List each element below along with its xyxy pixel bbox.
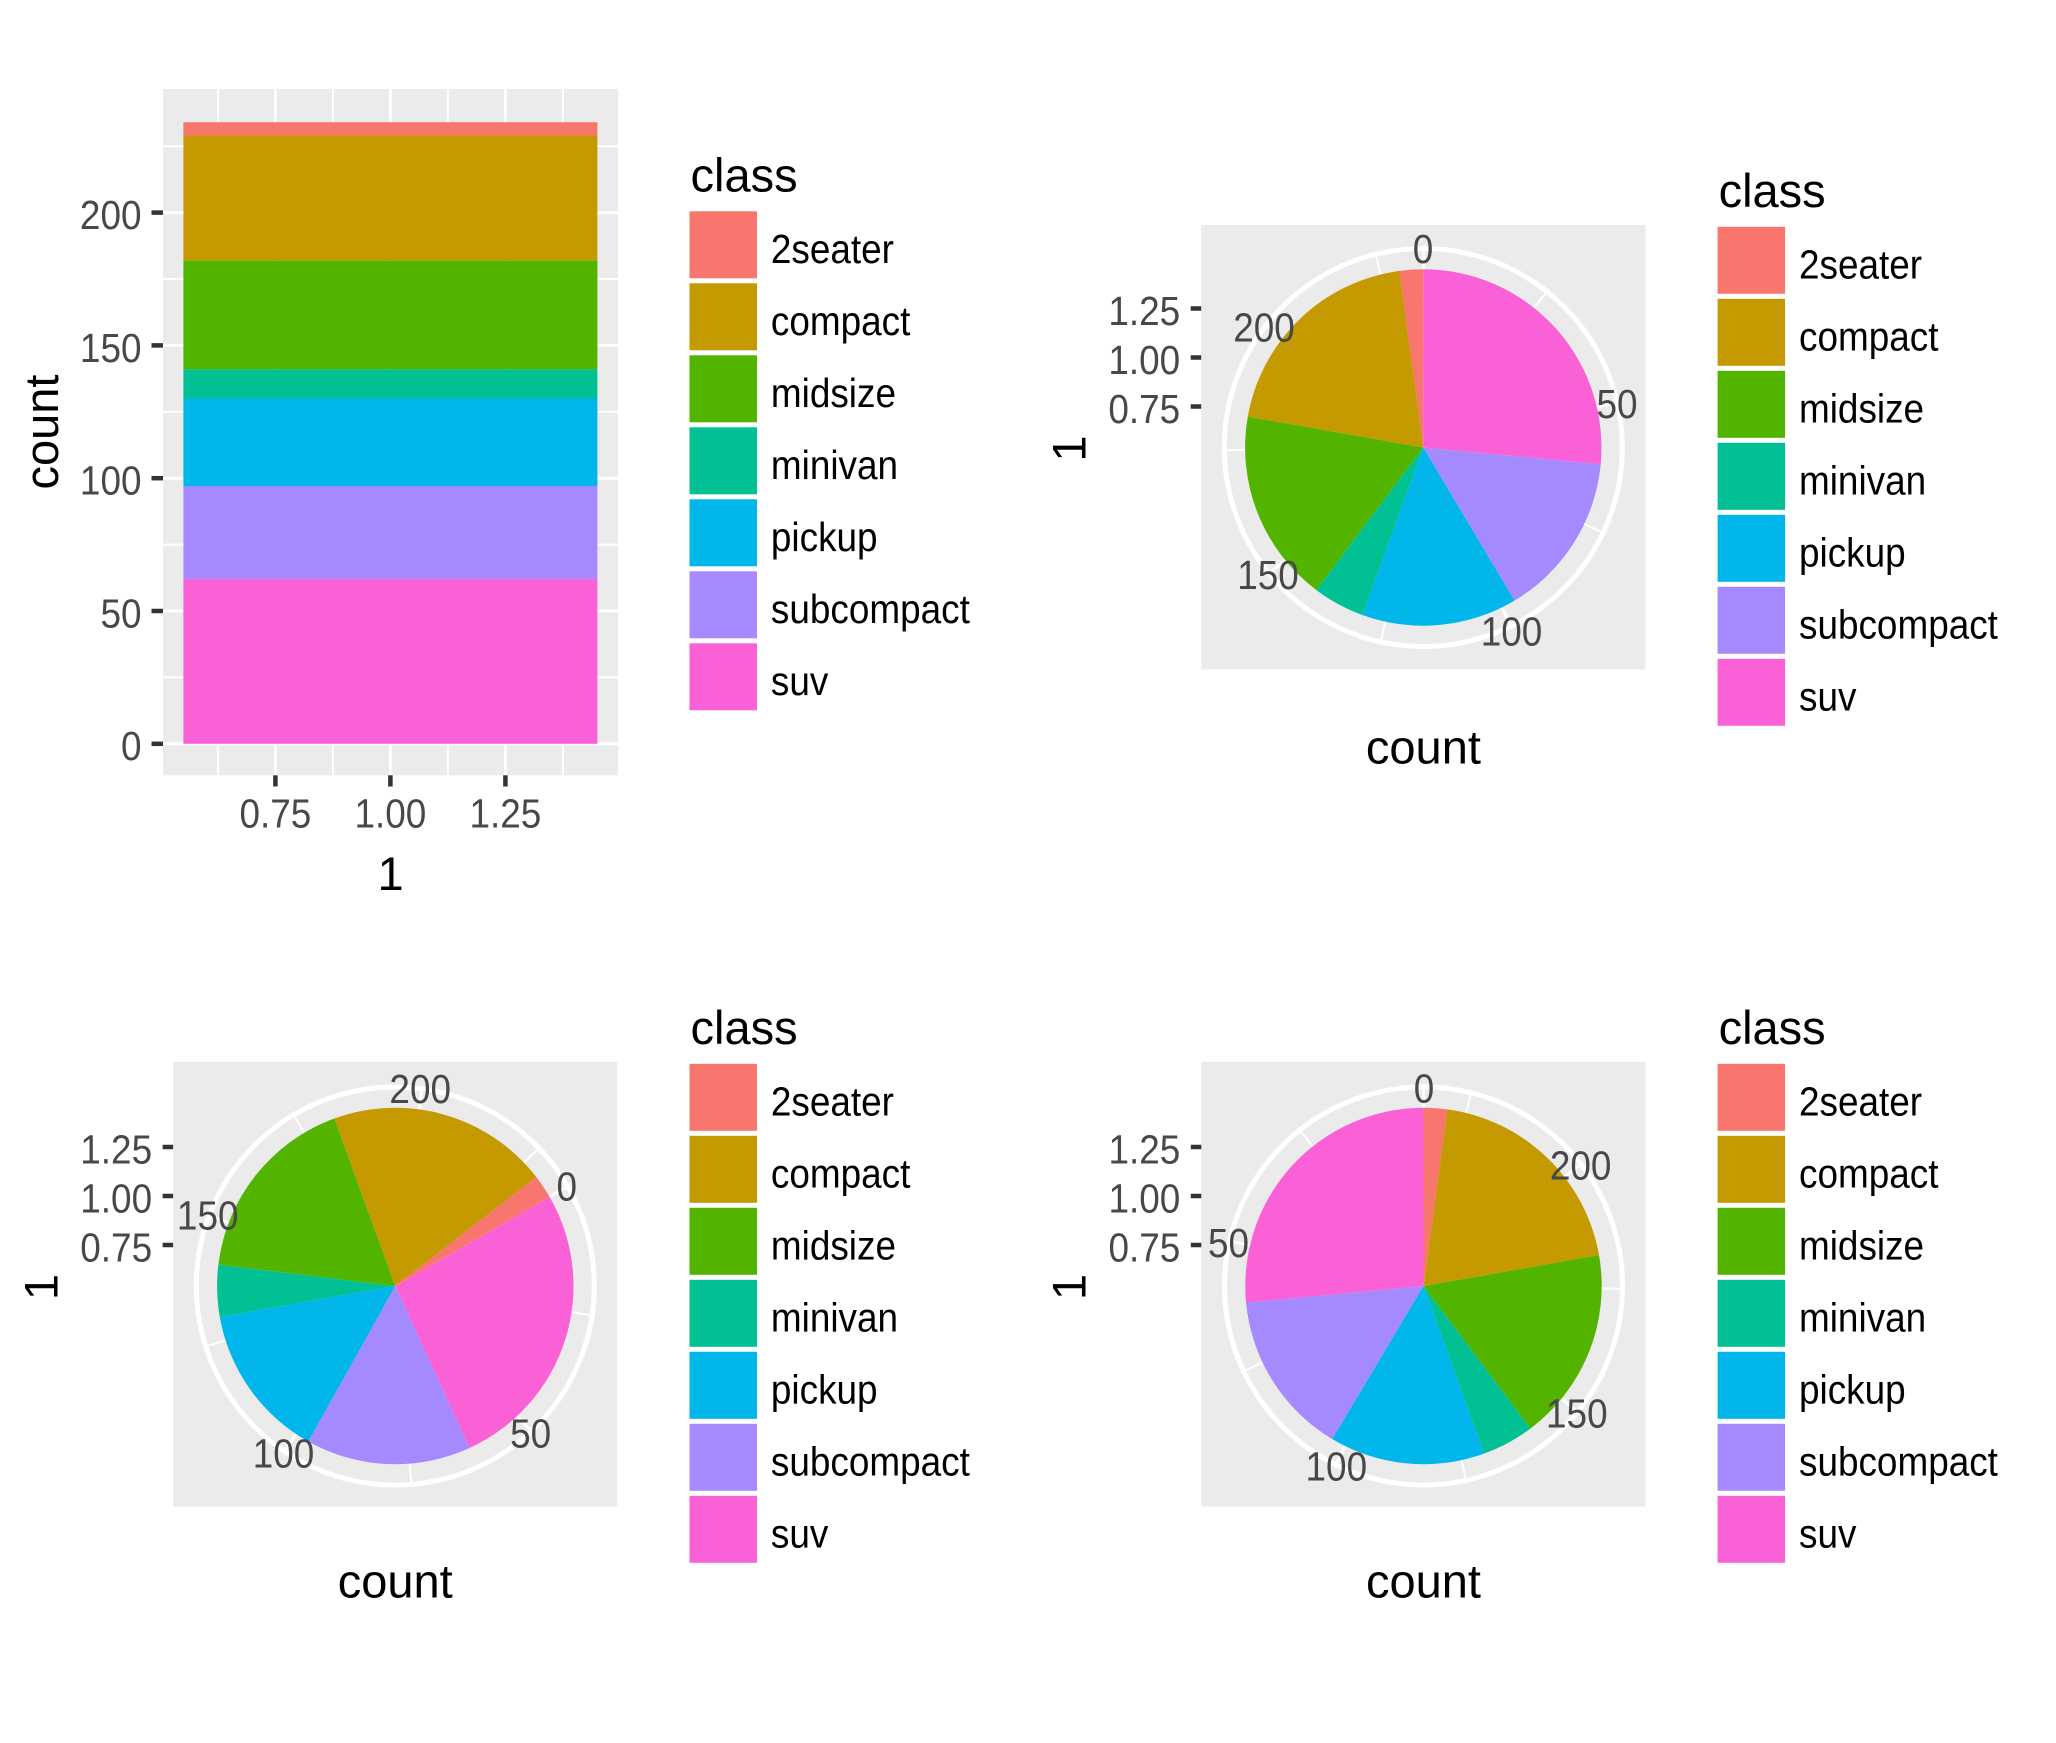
svg-text:150: 150	[1237, 553, 1299, 598]
svg-text:0.75: 0.75	[239, 792, 311, 837]
svg-text:midsize: midsize	[771, 1224, 896, 1269]
svg-text:minivan: minivan	[1799, 1296, 1926, 1341]
svg-text:compact: compact	[771, 1152, 911, 1197]
svg-text:1.25: 1.25	[1108, 289, 1180, 334]
svg-text:subcompact: subcompact	[771, 587, 970, 632]
svg-text:minivan: minivan	[771, 443, 898, 488]
svg-text:50: 50	[510, 1412, 551, 1457]
svg-text:minivan: minivan	[771, 1296, 898, 1341]
svg-text:150: 150	[1546, 1392, 1608, 1437]
svg-text:count: count	[15, 375, 68, 490]
svg-text:0: 0	[121, 724, 142, 769]
svg-text:compact: compact	[1799, 315, 1939, 360]
svg-text:2seater: 2seater	[1799, 1080, 1922, 1125]
svg-text:200: 200	[80, 193, 142, 238]
svg-text:class: class	[1719, 164, 1826, 217]
svg-text:2seater: 2seater	[771, 1080, 894, 1125]
svg-text:class: class	[1719, 1001, 1826, 1054]
svg-text:1.00: 1.00	[1108, 1177, 1180, 1222]
svg-text:100: 100	[1306, 1445, 1368, 1490]
svg-text:0: 0	[1414, 1067, 1435, 1112]
svg-text:2seater: 2seater	[771, 227, 894, 272]
svg-text:midsize: midsize	[771, 371, 896, 416]
svg-text:2seater: 2seater	[1799, 243, 1922, 288]
svg-text:0: 0	[1413, 227, 1434, 272]
svg-text:200: 200	[389, 1067, 451, 1112]
svg-text:200: 200	[1550, 1144, 1612, 1189]
svg-text:1: 1	[377, 847, 403, 900]
svg-text:suv: suv	[1799, 675, 1857, 720]
svg-text:class: class	[691, 1001, 798, 1054]
svg-text:pickup: pickup	[771, 1368, 878, 1413]
svg-text:1.25: 1.25	[469, 792, 541, 837]
svg-text:100: 100	[1481, 610, 1543, 655]
svg-text:1.00: 1.00	[354, 792, 426, 837]
svg-text:200: 200	[1233, 306, 1295, 351]
svg-text:0.75: 0.75	[1108, 1226, 1180, 1271]
svg-text:suv: suv	[771, 1512, 829, 1557]
svg-text:minivan: minivan	[1799, 459, 1926, 504]
svg-text:subcompact: subcompact	[1799, 1440, 1998, 1485]
svg-text:pickup: pickup	[771, 515, 878, 560]
svg-text:class: class	[691, 149, 798, 202]
svg-text:1.00: 1.00	[1108, 338, 1180, 383]
svg-text:compact: compact	[771, 299, 911, 344]
svg-text:count: count	[1366, 721, 1481, 774]
svg-text:compact: compact	[1799, 1152, 1939, 1197]
svg-text:midsize: midsize	[1799, 1224, 1924, 1269]
svg-text:1.00: 1.00	[80, 1177, 152, 1222]
svg-text:100: 100	[80, 459, 142, 504]
svg-text:subcompact: subcompact	[1799, 603, 1998, 648]
svg-text:subcompact: subcompact	[771, 1440, 970, 1485]
svg-text:1: 1	[1043, 1274, 1096, 1300]
svg-text:150: 150	[80, 326, 142, 371]
svg-text:suv: suv	[771, 659, 829, 704]
svg-text:100: 100	[253, 1432, 315, 1477]
svg-text:pickup: pickup	[1799, 1368, 1906, 1413]
svg-text:count: count	[338, 1555, 453, 1608]
svg-text:0.75: 0.75	[1108, 387, 1180, 432]
svg-text:50: 50	[1596, 382, 1637, 427]
svg-text:midsize: midsize	[1799, 387, 1924, 432]
svg-text:1.25: 1.25	[80, 1128, 152, 1173]
svg-text:0: 0	[557, 1165, 578, 1210]
svg-text:count: count	[1366, 1555, 1481, 1608]
svg-text:50: 50	[1208, 1221, 1249, 1266]
svg-text:suv: suv	[1799, 1512, 1857, 1557]
svg-text:150: 150	[177, 1194, 239, 1239]
svg-text:1: 1	[14, 1274, 67, 1300]
svg-text:50: 50	[100, 592, 141, 637]
svg-text:pickup: pickup	[1799, 531, 1906, 576]
svg-text:1: 1	[1043, 435, 1096, 461]
svg-text:1.25: 1.25	[1108, 1128, 1180, 1173]
svg-text:0.75: 0.75	[80, 1226, 152, 1271]
